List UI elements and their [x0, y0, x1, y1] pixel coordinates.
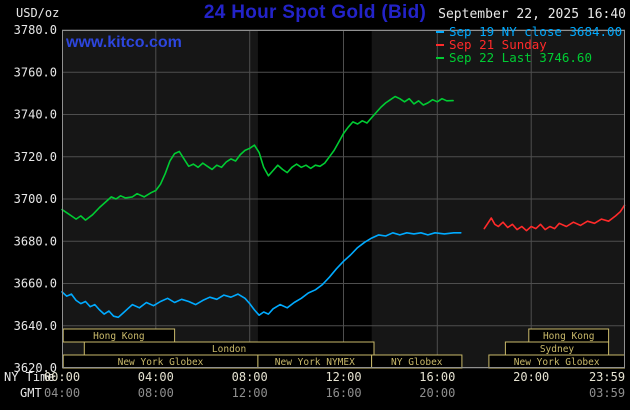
session-label: Hong Kong — [543, 331, 594, 342]
y-tick-label: 3760.0 — [14, 65, 57, 79]
y-tick-label: 3740.0 — [14, 108, 57, 122]
session-label: New York NYMEX — [275, 357, 355, 368]
legend-dash-icon — [436, 43, 444, 46]
x-tick-label: 00:00 — [44, 370, 80, 384]
session-label: Sydney — [540, 344, 575, 355]
x-tick-label: 12:00 — [325, 370, 361, 384]
time-row-label-gmt: GMT — [20, 386, 42, 400]
y-tick-label: 3660.0 — [14, 277, 57, 291]
y-tick-label: 3680.0 — [14, 234, 57, 248]
x-tick-label: 04:00 — [44, 386, 80, 400]
x-tick-label: 20:00 — [513, 370, 549, 384]
kitco-link[interactable]: www.kitco.com — [66, 34, 182, 51]
y-tick-label: 3620.0 — [14, 361, 57, 375]
session-label: NY Globex — [391, 357, 443, 368]
legend-label: Sep 19 NY close 3684.00 — [449, 24, 623, 39]
legend-label: Sep 21 Sunday — [449, 37, 547, 52]
series-line-sep19 — [61, 232, 462, 319]
legend-label: Sep 22 Last 3746.60 — [449, 50, 592, 65]
chart-title: 24 Hour Spot Gold (Bid) — [203, 2, 427, 23]
series-line-sep22 — [61, 95, 454, 221]
session-label: New York Globex — [514, 357, 600, 368]
legend: Sep 19 NY close 3684.00 Sep 21 Sunday Se… — [436, 24, 623, 65]
legend-item-sep22: Sep 22 Last 3746.60 — [436, 50, 622, 65]
plot-frame — [62, 30, 625, 368]
time-row-label-ny: NY Time — [4, 370, 55, 384]
y-tick-label: 3700.0 — [14, 192, 57, 206]
legend-item-sep21: Sep 21 Sunday — [436, 37, 622, 52]
x-tick-label: 20:00 — [419, 386, 455, 400]
x-tick-label: 08:00 — [232, 370, 268, 384]
x-tick-label: 16:00 — [419, 370, 455, 384]
legend-dash-icon — [436, 30, 444, 33]
legend-dash-icon — [436, 56, 444, 59]
session-label: London — [212, 344, 246, 355]
legend-item-sep19: Sep 19 NY close 3684.00 — [436, 24, 623, 39]
x-tick-label: 23:59 — [589, 370, 625, 384]
x-tick-label: 03:59 — [589, 386, 625, 400]
x-tick-label: 16:00 — [325, 386, 361, 400]
x-tick-label: 04:00 — [138, 370, 174, 384]
session-label: New York Globex — [118, 357, 204, 368]
datetime-label: September 22, 2025 16:40 — [438, 7, 626, 22]
y-tick-label: 3640.0 — [14, 319, 57, 333]
y-tick-label: 3780.0 — [14, 23, 57, 37]
y-tick-label: 3720.0 — [14, 150, 57, 164]
session-label: Hong Kong — [93, 331, 144, 342]
x-tick-label: 08:00 — [138, 386, 174, 400]
y-axis-units-label: USD/oz — [16, 6, 60, 20]
series-line-sep21 — [483, 204, 626, 232]
x-tick-label: 12:00 — [232, 386, 268, 400]
